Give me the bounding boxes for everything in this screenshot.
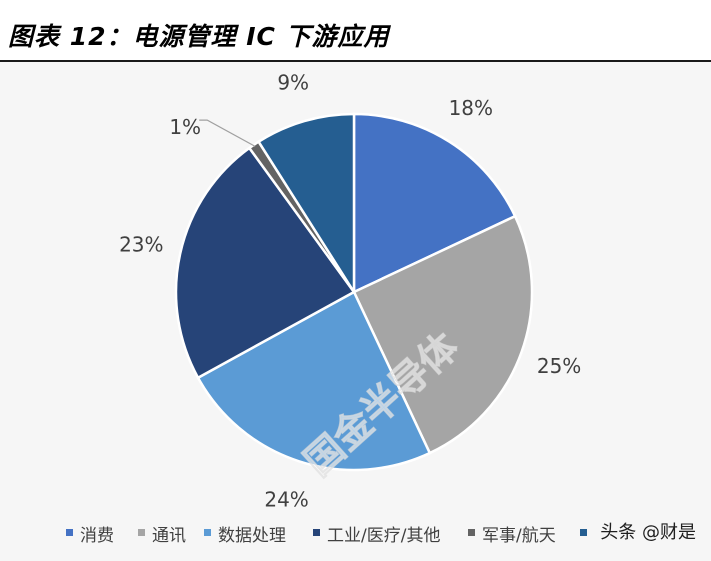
leader-lines xyxy=(199,119,256,147)
pie-slice-3 xyxy=(174,146,356,380)
pie-slices xyxy=(174,112,534,472)
slice-label-4: 1% xyxy=(169,115,201,139)
title-bar: 图表 12：电源管理 IC 下游应用 xyxy=(0,0,711,62)
slice-label-3: 23% xyxy=(119,232,163,256)
pie-slice-1 xyxy=(352,214,534,455)
leader-line-4 xyxy=(199,119,256,147)
chart-area: 18% 25% 24% 23% 1% 9% 国金半导体 消费 通讯 数据处理 工业/医疗/其他军… xyxy=(0,62,711,561)
pie-slice-5 xyxy=(256,112,356,297)
legend-swatch-3 xyxy=(313,529,320,536)
legend-swatch-4 xyxy=(468,529,475,536)
legend-label-0: 消费 xyxy=(80,526,114,546)
legend-label-4: 军事/航天 xyxy=(482,526,556,546)
slice-label-2: 24% xyxy=(264,487,308,511)
legend-label-3: 工业/医疗/其他 xyxy=(327,526,440,546)
pie-chart: 18%25%24%23%1%9% 国金半导体 消费 通讯 数据处理 工业/医疗/其他军… xyxy=(66,71,587,546)
slice-labels: 18% 25% 24% 23% 1% 9% xyxy=(119,71,581,512)
slice-label-0: 18% xyxy=(449,96,493,120)
pie-slice-2 xyxy=(196,290,432,472)
legend-label-1: 通讯 xyxy=(152,526,186,546)
slice-label-1: 25% xyxy=(537,354,581,378)
legend-swatch-0 xyxy=(66,529,73,536)
page-title: 图表 12：电源管理 IC 下游应用 xyxy=(8,22,390,51)
slice-label-5: 9% xyxy=(277,71,309,95)
legend-swatch-1 xyxy=(138,529,145,536)
pie-slice-0 xyxy=(352,112,517,294)
legend-swatch-5 xyxy=(580,529,587,536)
legend: 消费 通讯 数据处理 工业/医疗/其他 军事/航天 xyxy=(66,526,587,546)
legend-label-2: 数据处理 xyxy=(218,526,286,546)
legend-swatch-2 xyxy=(204,529,211,536)
corner-watermark: 头条 @财是 xyxy=(597,516,699,546)
